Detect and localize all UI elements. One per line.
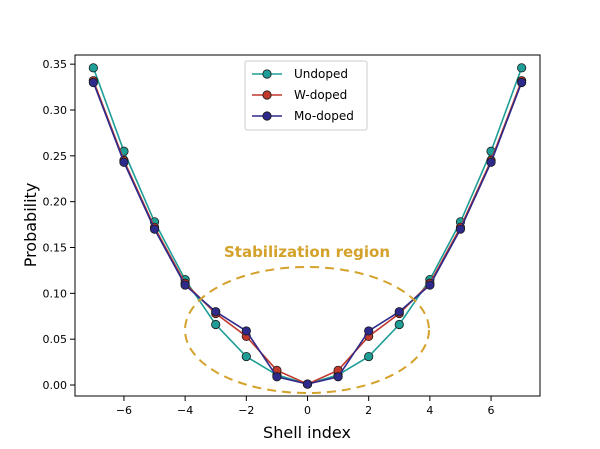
legend-box bbox=[244, 60, 368, 131]
legend-entry-undoped: Undoped bbox=[252, 67, 348, 81]
data-point-mo-doped bbox=[486, 157, 496, 167]
legend-entry-w-doped: W-doped bbox=[252, 88, 347, 102]
data-point-undoped bbox=[394, 319, 404, 330]
x-axis: −6 −4 −2 0 2 4 6 bbox=[116, 396, 495, 417]
data-point-undoped bbox=[88, 63, 98, 73]
y-tick-label: 0.30 bbox=[43, 104, 68, 117]
legend-entry-mo-doped: Mo-doped bbox=[252, 109, 354, 123]
series-mo-doped bbox=[88, 77, 527, 389]
data-point-mo-doped bbox=[211, 307, 221, 317]
data-point-mo-doped bbox=[272, 372, 282, 382]
legend-marker bbox=[262, 111, 272, 121]
y-axis-label: Probability bbox=[21, 183, 40, 268]
x-tick-label: −4 bbox=[177, 404, 193, 417]
legend-label: Undoped bbox=[294, 67, 348, 81]
x-axis-label: Shell index bbox=[263, 423, 351, 442]
x-tick-label: 2 bbox=[365, 404, 372, 417]
stabilization-ellipse bbox=[184, 266, 430, 394]
data-point-mo-doped bbox=[149, 224, 160, 234]
data-point-mo-doped bbox=[88, 77, 98, 88]
data-point-mo-doped bbox=[517, 77, 527, 88]
y-tick-label: 0.35 bbox=[43, 58, 68, 71]
legend-label: Mo-doped bbox=[294, 109, 354, 123]
y-tick-label: 0.00 bbox=[43, 379, 68, 392]
stabilization-label: Stabilization region bbox=[224, 243, 390, 261]
y-tick-label: 0.15 bbox=[43, 242, 68, 255]
data-point-mo-doped bbox=[302, 379, 313, 389]
data-point-mo-doped bbox=[455, 224, 466, 234]
x-tick-label: 0 bbox=[304, 404, 311, 417]
y-tick-label: 0.20 bbox=[43, 196, 68, 209]
legend: Undoped W-doped Mo-doped bbox=[244, 60, 368, 131]
data-point-mo-doped bbox=[119, 157, 129, 167]
x-tick-label: −2 bbox=[238, 404, 254, 417]
legend-marker bbox=[262, 90, 272, 100]
y-tick-label: 0.05 bbox=[43, 333, 68, 346]
y-tick-label: 0.25 bbox=[43, 150, 68, 163]
data-point-mo-doped bbox=[241, 326, 251, 336]
data-point-undoped bbox=[211, 319, 221, 330]
legend-marker bbox=[262, 69, 272, 79]
data-point-mo-doped bbox=[333, 372, 343, 382]
data-point-mo-doped bbox=[364, 326, 374, 336]
data-point-mo-doped bbox=[425, 280, 435, 290]
data-point-undoped bbox=[517, 63, 527, 73]
x-tick-label: −6 bbox=[116, 404, 132, 417]
data-point-undoped bbox=[364, 351, 374, 362]
x-tick-label: 6 bbox=[488, 404, 495, 417]
legend-label: W-doped bbox=[294, 88, 347, 102]
data-point-mo-doped bbox=[180, 280, 190, 290]
data-point-undoped bbox=[241, 351, 251, 362]
x-tick-label: 4 bbox=[426, 404, 433, 417]
y-axis: 0.00 0.05 0.10 0.15 0.20 0.25 0.30 0.35 bbox=[43, 58, 75, 392]
plot-marks bbox=[88, 63, 527, 389]
y-tick-label: 0.10 bbox=[43, 287, 68, 300]
data-point-mo-doped bbox=[394, 307, 404, 317]
stabilization-annotation: Stabilization region bbox=[184, 243, 430, 394]
